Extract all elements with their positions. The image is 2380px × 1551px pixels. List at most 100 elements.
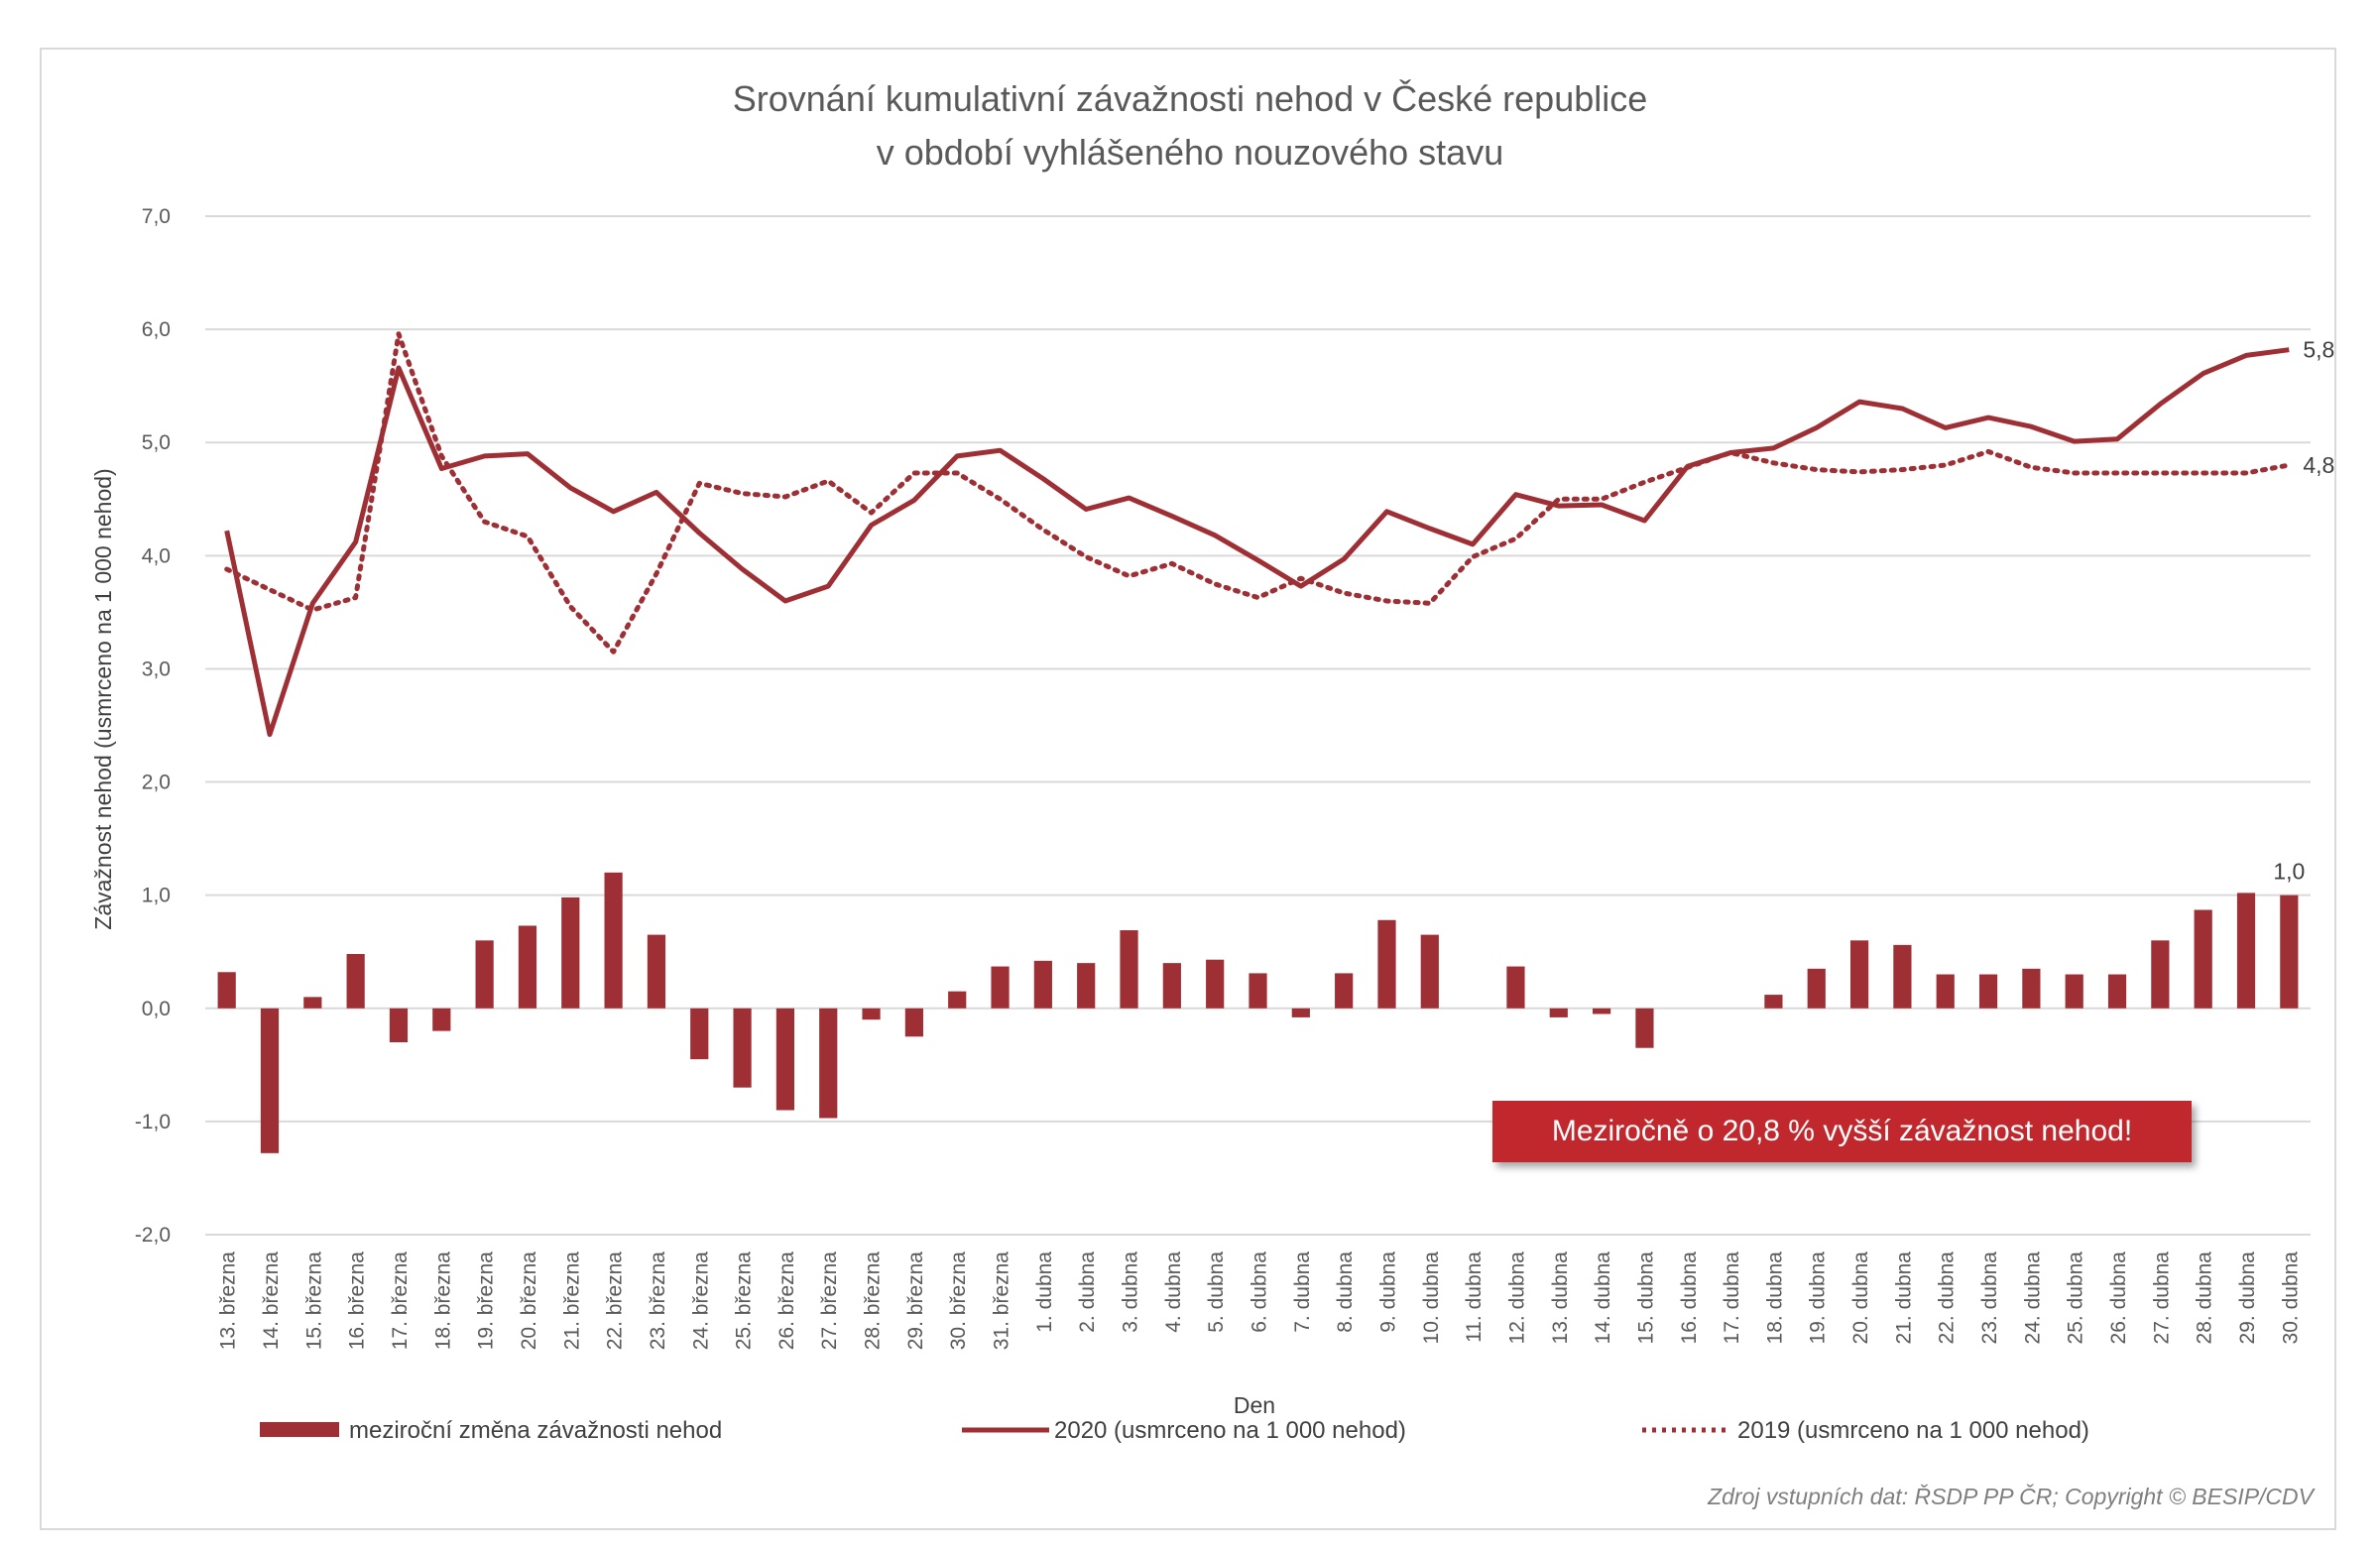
bar [1420, 934, 1439, 1009]
x-tick-label: 25. března [733, 1252, 756, 1351]
y-tick-label: 0,0 [142, 998, 171, 1020]
x-tick-label: 23. dubna [1978, 1252, 2001, 1345]
bar [432, 1008, 451, 1031]
bar [1978, 974, 1998, 1009]
x-tick-label: 24. dubna [2021, 1252, 2044, 1345]
bar [2065, 974, 2083, 1009]
x-tick-label: 18. dubna [1763, 1252, 1786, 1345]
bar [819, 1008, 838, 1119]
bar [1593, 1008, 1611, 1014]
chart-frame [40, 48, 2336, 1530]
y-tick-label: 7,0 [142, 205, 171, 228]
legend-item-2020: 2020 (usmrceno na 1 000 nehod) [1054, 1417, 1406, 1444]
line-series [224, 331, 2292, 738]
x-tick-label: 20. března [518, 1252, 540, 1351]
x-tick-label: 27. března [818, 1252, 841, 1351]
bar [518, 925, 537, 1009]
x-tick-label: 13. dubna [1549, 1252, 1572, 1345]
x-tick-label: 15. dubna [1634, 1252, 1657, 1345]
x-tick-label: 21. března [560, 1252, 583, 1351]
x-tick-label: 7. dubna [1291, 1252, 1314, 1333]
bar [775, 1008, 795, 1111]
x-tick-label: 5. dubna [1205, 1252, 1228, 1333]
bar [1506, 966, 1525, 1009]
x-tick-label: 20. dubna [1849, 1252, 1872, 1345]
data-label: 4,8 [2303, 452, 2334, 478]
x-tick-label: 1. dubna [1033, 1252, 1056, 1333]
bar [1120, 930, 1138, 1009]
y-tick-label: -2,0 [135, 1224, 171, 1247]
bar [346, 954, 365, 1009]
bar [733, 1008, 752, 1088]
x-tick-label: 6. dubna [1249, 1252, 1271, 1333]
x-tick-label: 3. dubna [1120, 1252, 1142, 1333]
y-tick-label: 5,0 [142, 431, 171, 454]
x-tick-label: 24. března [689, 1252, 712, 1351]
y-tick-labels: -2,0 -1,0 0,0 1,0 2,0 3,0 4,0 5,0 6,0 7,0 [135, 205, 171, 1247]
bar [1635, 1008, 1654, 1048]
source-note: Zdroj vstupních dat: ŘSDP PP ČR; Copyrig… [1707, 1483, 2317, 1509]
x-tick-label: 28. března [862, 1252, 885, 1351]
x-tick-label: 30. března [947, 1252, 970, 1351]
line-2020 [224, 347, 2290, 738]
x-tick-label: 29. dubna [2236, 1252, 2259, 1345]
x-tick-label: 13. března [217, 1252, 240, 1351]
bar [475, 940, 494, 1009]
bar [260, 1008, 280, 1153]
x-tick-label: 19. dubna [1807, 1252, 1830, 1345]
bar [2194, 909, 2212, 1009]
bar [1764, 995, 1783, 1009]
x-tick-label: 16. března [346, 1252, 369, 1351]
bar [1377, 919, 1396, 1009]
y-tick-label: 6,0 [142, 318, 171, 341]
x-tick-label: 26. dubna [2107, 1252, 2130, 1345]
line-2019 [224, 331, 2292, 655]
annotation-callout: Meziročně o 20,8 % vyšší závažnost nehod… [1492, 1101, 2192, 1162]
data-labels: 5,8 4,8 1,0 [2273, 337, 2334, 885]
bar [217, 972, 236, 1009]
x-tick-label: 30. dubna [2279, 1252, 2302, 1345]
x-tick-label: 16. dubna [1678, 1252, 1701, 1345]
x-tick-label: 19. března [475, 1252, 498, 1351]
bar [303, 997, 322, 1009]
bar [1807, 968, 1826, 1009]
bar [1936, 974, 1955, 1009]
y-axis-label: Závažnost nehod (usmrceno na 1 000 nehod… [90, 468, 116, 929]
x-tick-label: 18. března [431, 1252, 454, 1351]
bar [1162, 963, 1181, 1009]
x-tick-label: 4. dubna [1162, 1252, 1185, 1333]
bar [1335, 973, 1354, 1009]
chart-title-line2: v období vyhlášeného nouzového stavu [877, 132, 1503, 173]
y-tick-label: 2,0 [142, 772, 171, 794]
legend-item-bar: meziroční změna závažnosti nehod [349, 1417, 722, 1444]
bar [904, 1008, 923, 1037]
bar [1206, 959, 1225, 1009]
x-axis-label: Den [1234, 1392, 1275, 1418]
bar [1893, 944, 1912, 1009]
bar [1849, 940, 1869, 1009]
bar-series [217, 872, 2299, 1153]
bar [2107, 974, 2127, 1009]
x-tick-label: 15. března [302, 1252, 325, 1351]
y-tick-label: 4,0 [142, 544, 171, 567]
x-tick-label: 31. března [991, 1252, 1013, 1351]
bar [2280, 895, 2299, 1009]
y-tick-label: 1,0 [142, 885, 171, 907]
bar [948, 991, 967, 1009]
x-tick-label: 23. března [647, 1252, 669, 1351]
legend: meziroční změna závažnosti nehod 2020 (u… [260, 1417, 2089, 1444]
x-tick-label: 12. dubna [1505, 1252, 1528, 1345]
legend-item-2019: 2019 (usmrceno na 1 000 nehod) [1737, 1417, 2089, 1444]
bar [2236, 893, 2256, 1009]
x-tick-label: 27. dubna [2150, 1252, 2173, 1345]
y-tick-label: 3,0 [142, 657, 171, 680]
bar [2151, 940, 2170, 1009]
data-label: 1,0 [2273, 859, 2305, 885]
x-tick-label: 29. března [904, 1252, 927, 1351]
bar [647, 934, 666, 1009]
x-tick-label: 25. dubna [2065, 1252, 2087, 1345]
x-tick-label: 14. dubna [1592, 1252, 1614, 1345]
bar [862, 1008, 881, 1020]
x-tick-label: 9. dubna [1376, 1252, 1399, 1333]
x-tick-label: 17. dubna [1721, 1252, 1743, 1345]
